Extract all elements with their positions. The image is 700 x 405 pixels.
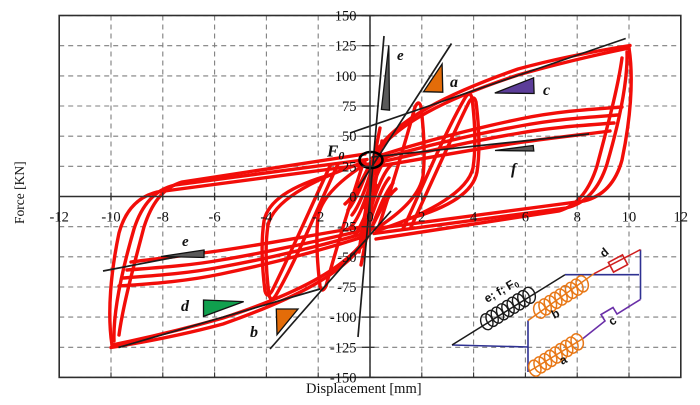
svg-text:2: 2 [418,210,425,226]
svg-text:-125: -125 [330,340,357,356]
svg-text:-10: -10 [101,210,120,226]
svg-text:b: b [250,324,258,341]
svg-text:f: f [511,161,518,178]
svg-text:150: 150 [335,9,357,25]
svg-text:4: 4 [470,210,478,226]
svg-text:12: 12 [674,210,689,226]
svg-text:-75: -75 [337,280,356,296]
svg-text:75: 75 [342,99,357,115]
svg-text:e: e [182,234,189,250]
svg-text:100: 100 [335,69,357,85]
svg-text:50: 50 [342,129,357,145]
svg-text:8: 8 [574,210,581,226]
svg-text:d: d [181,298,190,315]
svg-text:10: 10 [622,210,637,226]
svg-text:a: a [450,74,458,91]
svg-text:0: 0 [349,190,356,206]
svg-text:Force [KN]: Force [KN] [12,161,27,224]
svg-text:-50: -50 [337,250,356,266]
svg-text:e: e [397,48,404,64]
svg-text:-100: -100 [330,310,357,326]
svg-text:-4: -4 [260,210,273,226]
svg-text:-25: -25 [337,220,356,236]
svg-text:-6: -6 [209,210,221,226]
svg-text:-8: -8 [157,210,169,226]
svg-text:-12: -12 [50,210,69,226]
svg-text:-150: -150 [330,370,357,386]
svg-text:-2: -2 [312,210,324,226]
svg-text:c: c [543,82,550,99]
svg-text:Displacement [mm]: Displacement [mm] [306,381,422,397]
svg-text:25: 25 [342,159,357,175]
svg-text:0: 0 [366,210,373,226]
svg-text:125: 125 [335,39,357,55]
svg-text:6: 6 [522,210,529,226]
